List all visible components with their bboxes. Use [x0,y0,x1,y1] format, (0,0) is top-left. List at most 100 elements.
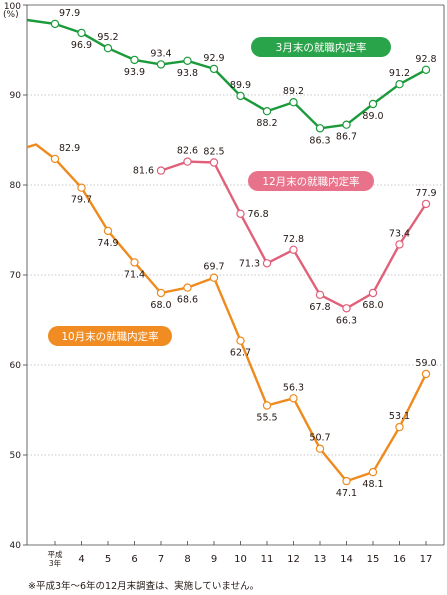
data-label: 89.2 [283,86,304,97]
x-tick-label: 13 [314,554,327,565]
data-label: 92.9 [203,53,224,64]
data-label: 89.0 [362,111,383,122]
data-point [342,304,351,313]
x-tick-label: 12 [287,554,300,565]
y-tick-label: 90 [10,91,22,101]
data-label: 68.6 [177,295,198,306]
data-label: 66.3 [336,315,357,326]
data-point [289,245,298,254]
data-label: 69.7 [203,262,224,273]
data-label: 97.9 [59,8,80,19]
series-lead-line [26,18,56,26]
y-tick-label: 100 [4,2,21,12]
data-point [421,369,431,379]
data-label: 82.5 [203,147,224,158]
data-label: 59.0 [415,358,436,369]
x-tick-label: 14 [340,554,353,565]
data-label: 81.6 [133,166,154,177]
legend-badge: 10月末の就職内定率 [48,326,172,346]
y-tick-label: 50 [10,451,22,461]
data-label: 95.2 [97,32,118,43]
data-point [50,19,60,29]
y-tick-label: 60 [10,361,22,371]
data-label: 48.1 [362,479,383,490]
data-point [262,401,272,410]
data-point [103,44,113,53]
data-point [395,79,404,89]
data-point [315,444,325,453]
data-label: 93.8 [177,68,198,79]
data-label: 72.8 [283,234,304,245]
data-label: 47.1 [336,488,357,499]
footnote: ※平成3年～6年の12月末調査は、実施していません。 [28,581,260,592]
data-point [130,55,139,65]
data-point [236,91,245,101]
x-tick-label: 10 [234,554,247,565]
data-point [156,166,166,175]
legend-badge: 12月末の就職内定率 [248,171,374,191]
data-point [262,259,272,268]
data-label: 74.9 [97,238,118,249]
data-point [183,56,192,66]
y-tick-label: 70 [10,271,22,281]
x-tick-label: 7 [158,554,164,565]
series-lead-line [26,143,56,160]
data-point [209,158,219,167]
data-point [421,199,431,209]
data-point [368,467,378,477]
data-point [395,422,404,432]
data-label: 76.8 [248,209,269,220]
data-point [289,394,298,403]
series-line [54,158,428,483]
data-label: 86.7 [336,132,357,143]
data-point [209,64,219,74]
data-label: 56.3 [283,382,304,393]
data-label: 71.3 [239,258,260,269]
data-label: 68.0 [150,300,171,311]
data-label: 82.6 [177,146,198,157]
series-1: 81.6 82.6 82.5 76.8 71.3 72.8 67.8 66.3 68.0 73.4… [133,146,437,327]
legend-badge-bg [48,326,172,346]
data-label: 88.2 [256,118,277,129]
series-0: 97.9 96.9 95.2 93.9 93.4 93.8 92.9 89.9 88.2 89.2… [26,8,437,146]
data-point [236,336,245,345]
y-tick-label: 80 [10,181,22,191]
data-label: 89.9 [230,80,251,91]
data-label: 62.7 [230,348,251,359]
data-label: 96.9 [71,40,92,51]
data-label: 50.7 [309,433,330,444]
data-point [236,209,245,218]
x-tick-label: 9 [211,554,217,565]
x-tick-label: 4 [78,554,84,565]
series-2: 82.9 79.7 74.9 71.4 68.0 68.6 69.7 62.7 55.5 56.3… [26,143,437,499]
data-point [342,476,351,486]
data-label: 91.2 [389,68,410,79]
data-label: 67.8 [309,302,330,313]
data-point [130,258,139,267]
legend-label: 10月末の就職内定率 [61,330,158,343]
x-tick-label: 17 [420,554,433,565]
data-label: 53.1 [389,411,410,422]
data-point [50,154,60,164]
data-point [77,28,86,38]
data-point [368,99,378,109]
data-point [209,273,219,282]
data-point [315,290,325,299]
data-point [183,157,192,166]
x-tick-label: 11 [261,554,274,565]
x-tick-label: 3年 [49,558,62,568]
data-point [342,120,351,129]
data-label: 68.0 [362,300,383,311]
x-tick-label: 15 [367,554,380,565]
data-point [103,226,113,236]
y-tick-label: 40 [10,541,22,551]
data-point [156,288,166,298]
data-label: 86.3 [309,135,330,146]
data-label: 82.9 [59,143,80,154]
data-point [421,65,431,75]
data-point [368,288,378,298]
data-point [262,106,272,116]
legend-badge-bg [248,171,374,191]
legend-badge-bg [251,37,391,57]
legend-label: 3月末の就職内定率 [276,41,367,54]
